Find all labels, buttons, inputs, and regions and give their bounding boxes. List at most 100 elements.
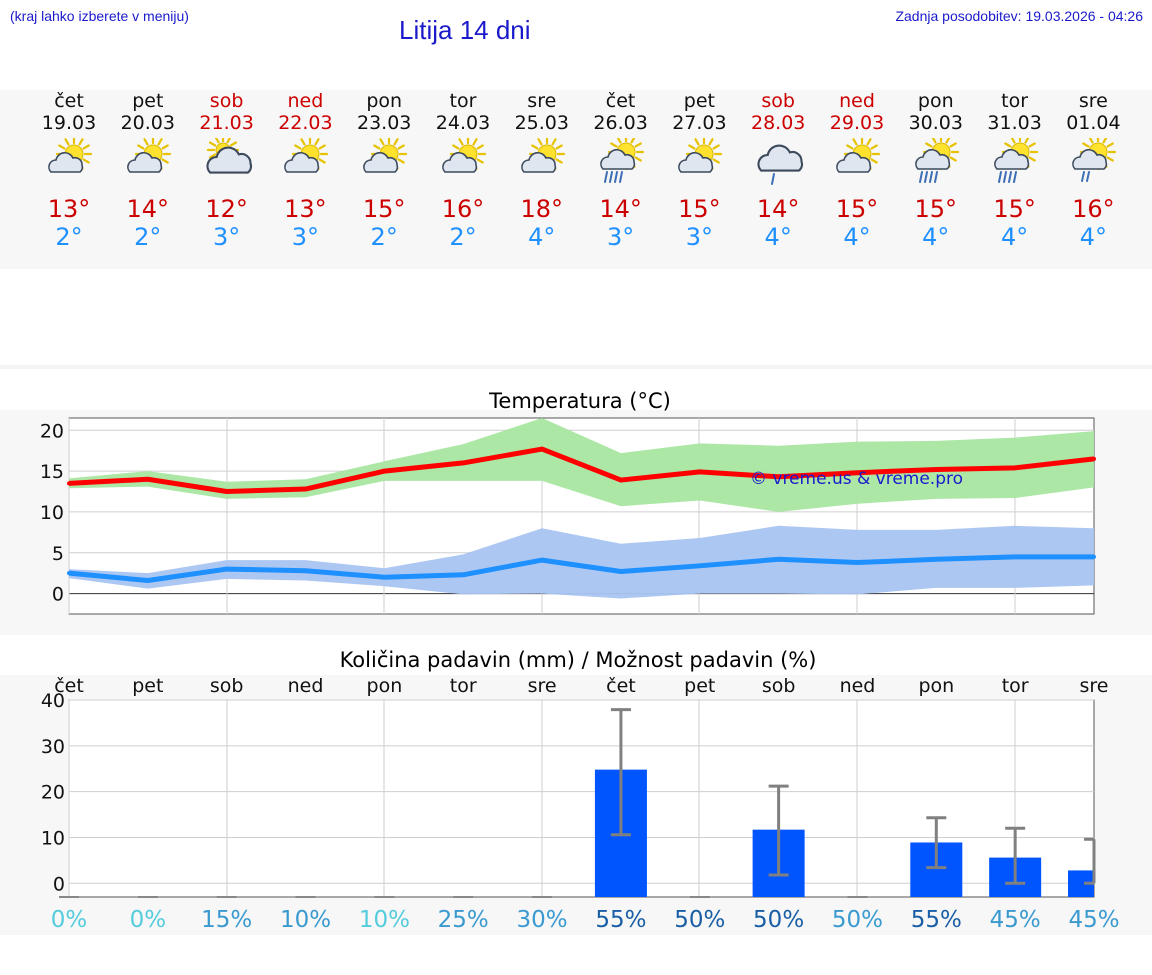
temp-min: 2° [370,223,398,251]
cloud-shape [678,152,714,173]
temp-max: 16° [1072,195,1115,223]
rain-y-tick-label: 40 [41,690,65,712]
rain-drops [1081,171,1091,182]
precip-chance-label: 45% [1068,907,1119,933]
temp-max: 13° [284,195,327,223]
sun-cloud-icon [520,138,565,173]
cloud-shape [520,152,556,173]
cloud-shape [442,152,478,173]
temp-max: 14° [756,195,800,223]
temp-min-line [68,554,1094,584]
page-title: Litija 14 dni [399,15,531,45]
sun-cloud-icon [678,138,723,173]
temp-max: 15° [993,195,1036,223]
precip-error-bar [1084,837,1096,885]
rain-drops [997,171,1017,183]
rain-day-label: tor [1002,675,1029,697]
day-date: 21.03 [199,112,254,134]
rain-y-tick-label: 20 [41,782,65,804]
sun-cloud-icon [284,138,329,173]
precip-chance-label: 50% [674,907,725,933]
day-name: čet [605,90,636,112]
day-date: 27.03 [672,112,727,134]
day-column: sob 21.03 12° 3° [187,90,267,251]
temp-min: 2° [55,223,83,251]
day-column: tor 31.03 15° 4° [975,90,1055,251]
sun-cloud-icon [836,138,881,173]
temp-chart-title: Temperatura (°C) [488,389,671,413]
day-column: čet 26.03 14° 3° [581,90,661,251]
temp-min-point [855,560,860,565]
day-name: ned [839,90,875,112]
rain-day-label: sre [528,675,557,697]
temp-max: 14° [126,195,170,223]
day-column: pet 20.03 14° 2° [108,90,188,251]
day-name: pet [132,90,164,112]
rain-chart-title: Količina padavin (mm) / Možnost padavin … [340,648,817,672]
temp-max-point [855,470,860,475]
temp-max-point [697,469,702,474]
precip-chance-label: 10% [359,907,410,933]
temp-y-tick-label: 0 [52,584,64,606]
sun-rain-heavy-icon [599,138,644,183]
temp-max-point [618,478,623,483]
sun-cloud-icon [363,138,408,173]
day-column: ned 29.03 15° 4° [817,90,897,251]
temp-max-line [68,446,1095,494]
temp-min: 3° [291,223,320,251]
section-divider [0,365,1152,369]
temp-max-point [1092,456,1096,461]
day-date: 20.03 [120,112,175,134]
precip-chance-label: 15% [201,907,252,933]
rain-drops [603,171,623,183]
precip-error-bar [926,816,947,870]
day-name: tor [449,90,477,112]
precip-chance-label: 10% [280,907,331,933]
sun-cloud-icon [442,138,487,173]
day-column: pon 30.03 15° 4° [896,90,976,251]
rain-day-label: sre [1080,675,1109,697]
temp-min: 4° [528,223,556,251]
temp-min-point [67,571,71,576]
day-date: 23.03 [356,112,412,134]
watermark: © vreme.us & vreme.pro [750,469,963,489]
rain-day-label: tor [450,675,477,697]
cloud-shape [599,149,635,170]
day-column: pon 23.03 15° 2° [344,90,424,251]
temp-min-point [697,563,702,568]
cloud-shape [126,152,162,173]
temp-y-tick-label: 10 [40,502,64,524]
day-column: tor 24.03 16° 2° [423,90,503,251]
precip-chance-label: 0% [51,907,88,933]
sun-cloud-icon [126,138,171,173]
day-date: 28.03 [750,112,806,134]
temp-max-point [67,481,71,486]
cloud-rain-icon [757,144,804,185]
temp-min: 3° [212,223,241,251]
day-name: ned [287,90,324,112]
temp-min-point [461,572,466,577]
rain-day-label: čet [54,675,84,697]
day-date: 22.03 [278,112,333,134]
day-date: 30.03 [908,112,963,134]
temp-max-point [224,489,229,494]
temp-min-point [303,568,308,573]
location-hint: (kraj lahko izberete v meniju) [10,8,189,24]
day-name: sre [1078,90,1108,112]
day-name: sre [527,90,557,112]
precip-chance-label: 55% [911,907,962,933]
sun-rain-light-icon [1072,138,1117,182]
rain-day-label: pon [918,675,954,697]
temperature-chart: Temperatura (°C) 0 5 10 15 20 © vreme.us & vre… [0,389,1152,635]
day-column: pet 27.03 15° 3° [659,90,739,251]
cloud-shape [993,149,1029,170]
precip-chance-label: 30% [517,907,568,933]
temp-min-point [145,578,150,583]
temp-max: 15° [914,195,958,223]
cloud-shape [914,149,950,170]
rain-day-label: pet [132,675,163,697]
precip-error-bar [1005,826,1026,885]
day-name: pon [917,90,954,112]
temp-min-point [776,557,781,562]
day-name: pon [366,90,403,112]
